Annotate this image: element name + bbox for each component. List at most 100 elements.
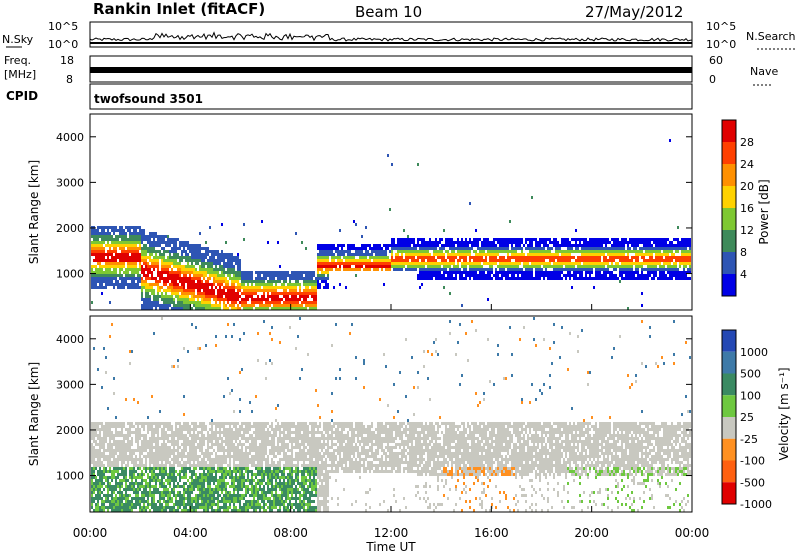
heatmap-cell xyxy=(235,256,237,259)
heatmap-cell xyxy=(177,298,179,301)
heatmap-cell xyxy=(311,295,313,298)
heatmap-cell xyxy=(127,265,129,268)
heatmap-cell xyxy=(659,274,661,277)
heatmap-cell xyxy=(633,244,635,247)
heatmap-cell xyxy=(145,298,147,301)
heatmap-cell xyxy=(177,253,179,256)
heatmap-cell xyxy=(213,289,215,292)
heatmap-cell xyxy=(481,247,483,250)
heatmap-cell xyxy=(109,482,111,485)
heatmap-cell xyxy=(157,461,159,464)
heatmap-cell xyxy=(645,277,647,280)
heatmap-cell xyxy=(619,280,621,283)
heatmap-cell xyxy=(645,250,647,253)
heatmap-cell xyxy=(135,440,137,443)
heatmap-cell xyxy=(653,274,655,277)
heatmap-cell xyxy=(355,223,357,226)
heatmap-cell xyxy=(235,262,237,265)
heatmap-cell xyxy=(115,461,117,464)
heatmap-cell xyxy=(237,253,239,256)
heatmap-cell xyxy=(629,265,631,268)
heatmap-cell xyxy=(133,449,135,452)
heatmap-cell xyxy=(585,274,587,277)
heatmap-cell xyxy=(299,304,301,307)
heatmap-cell xyxy=(209,298,211,301)
heatmap-cell xyxy=(567,247,569,250)
heatmap-cell xyxy=(593,244,595,247)
heatmap-cell xyxy=(171,256,173,259)
heatmap-cell xyxy=(477,262,479,265)
heatmap-cell xyxy=(153,503,155,506)
heatmap-cell xyxy=(157,274,159,277)
heatmap-cell xyxy=(157,268,159,271)
heatmap-cell xyxy=(421,244,423,247)
heatmap-cell xyxy=(491,247,493,250)
heatmap-cell xyxy=(623,268,625,271)
heatmap-cell xyxy=(91,467,93,470)
heatmap-cell xyxy=(611,265,613,268)
heatmap-cell xyxy=(175,250,177,253)
heatmap-cell xyxy=(503,256,505,259)
heatmap-cell xyxy=(165,443,167,446)
heatmap-cell xyxy=(143,497,145,500)
noise-right-tick-bottom: 10^0 xyxy=(706,38,736,51)
heatmap-cell xyxy=(121,250,123,253)
heatmap-cell xyxy=(117,485,119,488)
heatmap-cell xyxy=(143,506,145,509)
heatmap-cell xyxy=(101,503,103,506)
heatmap-cell xyxy=(145,509,147,512)
heatmap-cell xyxy=(195,262,197,265)
heatmap-cell xyxy=(689,262,691,265)
heatmap-cell xyxy=(143,464,145,467)
heatmap-cell xyxy=(163,473,165,476)
heatmap-cell xyxy=(167,301,169,304)
heatmap-cell xyxy=(501,271,503,274)
heatmap-cell xyxy=(141,494,143,497)
heatmap-cell xyxy=(187,265,189,268)
heatmap-cell xyxy=(189,271,191,274)
heatmap-cell xyxy=(197,259,199,262)
power-ytick-label: 1000 xyxy=(56,268,84,281)
heatmap-cell xyxy=(395,268,397,271)
heatmap-cell xyxy=(547,265,549,268)
heatmap-cell xyxy=(127,464,129,467)
heatmap-cell xyxy=(327,274,329,277)
heatmap-cell xyxy=(177,277,179,280)
heatmap-cell xyxy=(137,232,139,235)
heatmap-cell xyxy=(177,286,179,289)
heatmap-cell xyxy=(137,422,139,425)
heatmap-cell xyxy=(443,271,445,274)
heatmap-cell xyxy=(141,232,143,235)
heatmap-cell xyxy=(91,431,93,434)
heatmap-cell xyxy=(355,274,357,277)
heatmap-cell xyxy=(139,232,141,235)
heatmap-cell xyxy=(189,250,191,253)
heatmap-cell xyxy=(169,241,171,244)
heatmap-cell xyxy=(579,244,581,247)
heatmap-cell xyxy=(165,265,167,268)
heatmap-cell xyxy=(457,244,459,247)
heatmap-cell xyxy=(539,241,541,244)
heatmap-cell xyxy=(97,464,99,467)
heatmap-cell xyxy=(597,274,599,277)
heatmap-cell xyxy=(133,280,135,283)
heatmap-cell xyxy=(207,289,209,292)
heatmap-cell xyxy=(603,250,605,253)
heatmap-cell xyxy=(127,506,129,509)
heatmap-cell xyxy=(113,491,115,494)
heatmap-cell xyxy=(501,256,503,259)
heatmap-cell xyxy=(157,434,159,437)
heatmap-cell xyxy=(617,238,619,241)
heatmap-cell xyxy=(111,443,113,446)
heatmap-cell xyxy=(109,235,111,238)
heatmap-cell xyxy=(603,268,605,271)
heatmap-cell xyxy=(141,500,143,503)
heatmap-cell xyxy=(451,250,453,253)
heatmap-cell xyxy=(219,304,221,307)
heatmap-cell xyxy=(677,268,679,271)
heatmap-cell xyxy=(151,265,153,268)
heatmap-cell xyxy=(185,304,187,307)
freq-label-line2: [MHz] xyxy=(4,68,36,81)
heatmap-cell xyxy=(651,250,653,253)
